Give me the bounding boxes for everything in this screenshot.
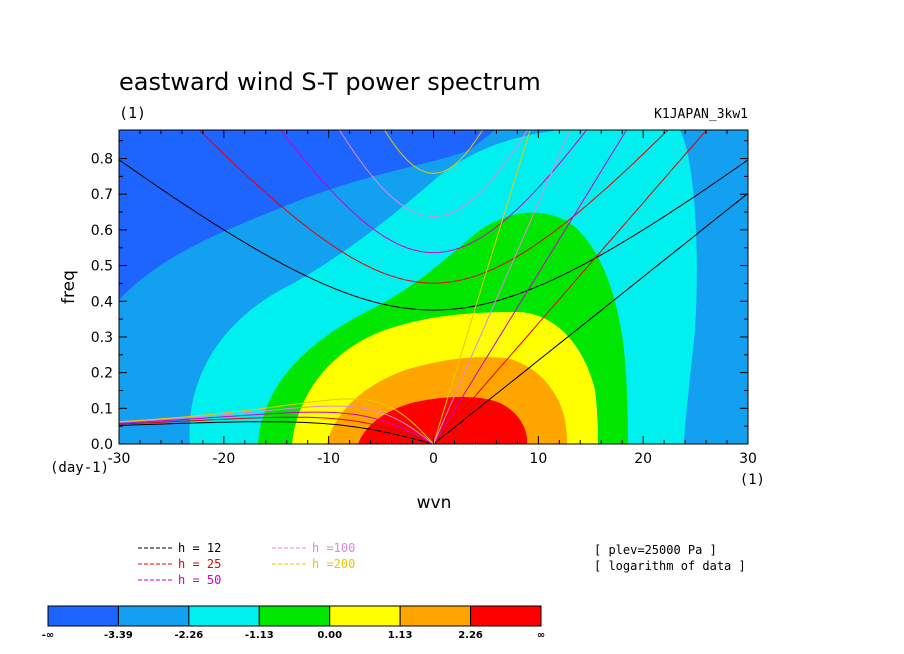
colorbar-label: -∞	[42, 630, 54, 641]
x-tick-label: 10	[529, 451, 547, 467]
kelvin-curve	[433, 130, 571, 444]
y-tick-label: 0.0	[91, 437, 113, 453]
colorbar-label: -2.26	[174, 630, 203, 641]
x-axis-label: wvn	[417, 493, 452, 513]
x-tick-label: 20	[634, 451, 652, 467]
rossby-curve	[119, 416, 434, 444]
rossby-curve	[119, 398, 434, 444]
y-tick-label: 0.7	[91, 187, 113, 203]
y-tick-label: 0.2	[91, 366, 113, 382]
colorbar: -∞ -3.39 -2.26 -1.13 0.00 1.13 2.26 ∞	[42, 605, 545, 641]
y-tick-label: 0.1	[91, 401, 113, 417]
x-tick-label: -30	[108, 451, 131, 467]
y-tick-label: 0.5	[91, 259, 113, 275]
gravity-curve	[198, 130, 669, 284]
y-unit: (day-1)	[50, 460, 109, 476]
colorbar-swatch	[399, 605, 472, 627]
kelvin-curve	[433, 130, 708, 444]
x-tick-label: -10	[317, 451, 340, 467]
x-axis: -30 -20 -10 0 10 20 30	[108, 130, 757, 467]
gravity-curve	[119, 159, 748, 311]
x-tick-label: 0	[429, 451, 438, 467]
y-tick-label: 0.3	[91, 330, 113, 346]
colorbar-swatch	[47, 605, 119, 627]
rossby-curve	[119, 405, 434, 444]
rossby-curve	[119, 411, 434, 444]
y-axis-label: freq	[59, 270, 79, 304]
title-unit: (1)	[119, 104, 146, 122]
colorbar-label: -1.13	[245, 630, 274, 641]
colorbar-swatch	[258, 605, 331, 627]
colorbar-label: 1.13	[388, 630, 413, 641]
legend-label: h =100	[312, 541, 355, 555]
info-plev: [ plev=25000 Pa ]	[594, 543, 717, 557]
legend-label: h = 25	[178, 557, 221, 571]
colorbar-swatch	[188, 605, 260, 627]
x-tick-label: 30	[739, 451, 757, 467]
run-label: K1JAPAN_3kw1	[654, 107, 748, 122]
colorbar-label: -3.39	[104, 630, 133, 641]
y-tick-label: 0.4	[91, 294, 113, 310]
x-tick-label: -20	[212, 451, 235, 467]
x-unit: (1)	[740, 472, 765, 488]
legend-label: h =200	[312, 557, 355, 571]
info-log: [ logarithm of data ]	[594, 559, 746, 573]
y-tick-label: 0.8	[91, 152, 113, 168]
kelvin-curve	[433, 130, 531, 444]
kelvin-curve	[433, 192, 748, 444]
gravity-curve	[279, 130, 588, 254]
gravity-curve	[384, 130, 483, 174]
colorbar-swatch	[117, 605, 190, 627]
gravity-curve	[338, 130, 529, 217]
chart-title: eastward wind S-T power spectrum	[119, 68, 541, 96]
colorbar-label: ∞	[537, 630, 545, 641]
rossby-curve	[119, 421, 434, 444]
plot-area	[119, 130, 748, 444]
colorbar-swatch	[329, 605, 401, 627]
colorbar-swatch	[470, 605, 542, 627]
curve-legend: h = 12 h = 25 h = 50 h =100 h =200	[138, 541, 355, 587]
y-tick-label: 0.6	[91, 223, 113, 239]
colorbar-label: 2.26	[458, 630, 483, 641]
legend-label: h = 50	[178, 573, 221, 587]
dispersion-curves	[119, 130, 748, 444]
kelvin-curve	[433, 130, 628, 444]
y-axis: 0.0 0.1 0.2 0.3 0.4 0.5 0.6 0.7 0.8	[91, 140, 748, 453]
colorbar-label: 0.00	[317, 630, 342, 641]
legend-label: h = 12	[178, 541, 221, 555]
